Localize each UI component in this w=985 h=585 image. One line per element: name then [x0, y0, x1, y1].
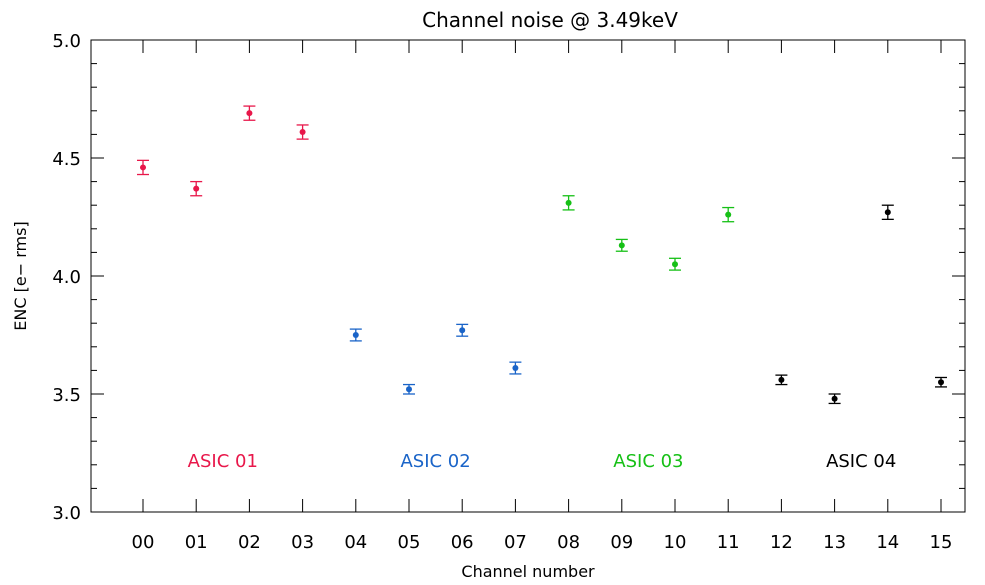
data-point: [884, 209, 891, 216]
y-tick-label: 4.5: [52, 149, 81, 170]
y-tick-label: 5.0: [52, 31, 81, 52]
data-point: [565, 199, 572, 206]
x-tick-label: 02: [238, 532, 261, 553]
x-tick-label: 00: [132, 532, 155, 553]
x-tick-label: 04: [344, 532, 367, 553]
data-point: [618, 242, 625, 249]
data-point: [140, 164, 146, 171]
x-tick-label: 05: [398, 532, 421, 553]
data-point: [406, 386, 412, 393]
asic-label: ASIC 02: [400, 451, 470, 472]
plot-frame: [90, 39, 966, 513]
data-points: [137, 105, 947, 405]
data-point: [193, 185, 200, 192]
x-tick-label: 08: [557, 532, 580, 553]
x-tick-label: 15: [930, 532, 953, 553]
data-point: [938, 379, 944, 386]
data-point: [299, 129, 306, 136]
x-tick-label: 14: [876, 532, 899, 553]
x-tick-label: 11: [717, 532, 740, 553]
y-axis: 3.0 3.5 4.0 4.5 5.0: [52, 31, 965, 524]
data-point: [352, 332, 359, 338]
data-point: [725, 211, 732, 218]
series-asic-02: [349, 323, 522, 395]
asic-label: ASIC 04: [826, 451, 896, 472]
x-tick-label: 03: [291, 532, 314, 553]
data-point: [459, 327, 466, 334]
data-point: [778, 376, 785, 383]
data-point: [672, 261, 678, 268]
series-asic-03: [562, 195, 735, 271]
y-tick-label: 4.0: [52, 267, 81, 288]
x-tick-label: 06: [451, 532, 474, 553]
x-axis-label: Channel number: [461, 562, 595, 581]
series-asic-04: [775, 204, 947, 405]
y-tick-label: 3.0: [52, 503, 81, 524]
data-point: [831, 395, 838, 402]
asic-labels: ASIC 01 ASIC 02 ASIC 03 ASIC 04: [188, 451, 897, 472]
asic-label: ASIC 03: [613, 451, 683, 472]
data-point: [512, 365, 519, 372]
x-tick-label: 07: [504, 532, 527, 553]
chart-title: Channel noise @ 3.49keV: [422, 8, 678, 32]
data-point: [246, 110, 253, 117]
x-tick-label: 12: [770, 532, 793, 553]
x-tick-label: 10: [664, 532, 687, 553]
series-asic-01: [137, 105, 309, 197]
x-tick-label: 01: [185, 532, 208, 553]
x-tick-label: 09: [610, 532, 633, 553]
y-tick-label: 3.5: [52, 385, 81, 406]
y-axis-label: ENC [e− rms]: [11, 221, 30, 330]
x-tick-label: 13: [823, 532, 846, 553]
x-axis: 00 01 02 03 04 05 06 07 08 09 10 11 12 13 14 15: [132, 40, 953, 553]
asic-label: ASIC 01: [188, 451, 258, 472]
